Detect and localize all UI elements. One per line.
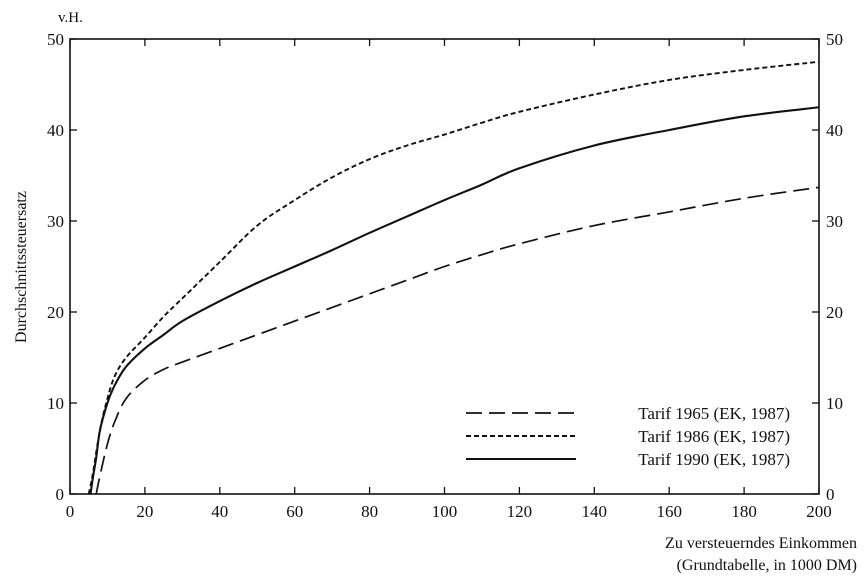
x-tick-label: 180: [731, 502, 757, 521]
y-tick-label-right: 0: [826, 485, 835, 504]
y-tick-label-left: 30: [47, 212, 64, 231]
y-unit-label: v.H.: [58, 10, 83, 26]
x-tick-label: 200: [806, 502, 832, 521]
legend-label: Tarif 1986 (EK, 1987): [638, 427, 790, 446]
x-tick-label: 140: [582, 502, 608, 521]
x-axis-title-sub: (Grundtabelle, in 1000 DM): [677, 557, 857, 574]
y-tick-label-left: 20: [47, 303, 64, 322]
x-tick-label: 20: [136, 502, 153, 521]
x-tick-label: 0: [66, 502, 75, 521]
y-tick-label-left: 0: [56, 485, 65, 504]
legend-label: Tarif 1990 (EK, 1987): [638, 450, 790, 469]
x-tick-label: 120: [507, 502, 533, 521]
legend: Tarif 1965 (EK, 1987) Tarif 1986 (EK, 198…: [466, 404, 790, 469]
y-tick-label-right: 50: [826, 30, 843, 49]
series-line-tarif-2: [89, 106, 820, 495]
x-tick-label: 80: [361, 502, 378, 521]
y-tick-label-right: 20: [826, 303, 843, 322]
x-tick-label: 160: [656, 502, 682, 521]
series-line-tarif-0: [95, 186, 820, 495]
y-tick-label-left: 10: [47, 394, 64, 413]
y-tick-label-left: 40: [47, 121, 64, 140]
series-line-tarif-1: [87, 60, 820, 495]
y-tick-label-left: 50: [47, 30, 64, 49]
series-layer: [87, 60, 820, 495]
y-tick-label-right: 40: [826, 121, 843, 140]
x-tick-label: 100: [432, 502, 458, 521]
y-tick-label-right: 30: [826, 212, 843, 231]
y-tick-label-right: 10: [826, 394, 843, 413]
x-axis-title: Zu versteuerndes Einkommen: [665, 535, 857, 552]
legend-label: Tarif 1965 (EK, 1987): [638, 404, 790, 423]
x-tick-label: 40: [211, 502, 228, 521]
x-tick-label: 60: [286, 502, 303, 521]
y-axis-title: Durchschnittssteuersatz: [13, 191, 30, 343]
